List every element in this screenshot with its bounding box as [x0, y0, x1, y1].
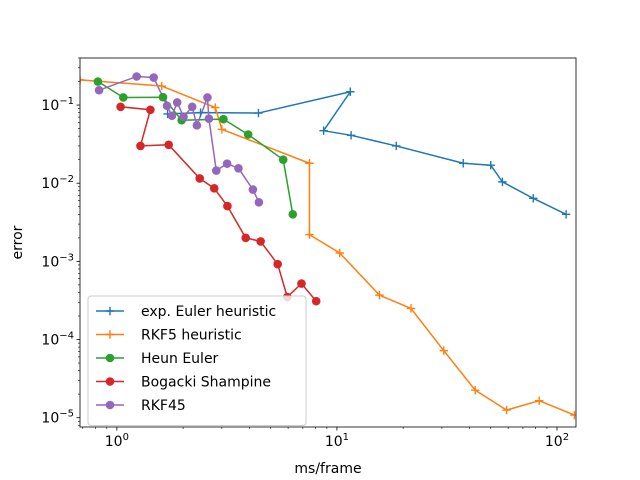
plot-markers-group — [80, 72, 576, 420]
data-point-s1-3 — [217, 125, 227, 134]
data-point-s1-11 — [502, 405, 511, 415]
legend-label-3: Bogacki Shampine — [141, 375, 271, 391]
data-point-s3-12 — [311, 296, 321, 306]
series-line-4 — [98, 75, 260, 203]
data-point-s4-4 — [167, 111, 177, 121]
data-point-s1-10 — [471, 385, 480, 395]
legend-swatch-marker-2 — [105, 353, 115, 363]
data-point-s0-2 — [254, 108, 263, 118]
data-point-s4-15 — [254, 197, 264, 207]
legend-label-0: exp. Euler heuristic — [141, 304, 276, 320]
data-point-s4-14 — [248, 185, 258, 194]
data-point-s2-1 — [119, 93, 128, 102]
data-point-s4-6 — [179, 112, 188, 121]
legend: exp. Euler heuristic RKF5 heuristic Heun E… — [87, 295, 307, 426]
data-point-s2-0 — [93, 77, 103, 86]
data-point-s2-7 — [288, 210, 298, 219]
data-point-s1-12 — [534, 396, 544, 405]
data-point-s1-8 — [406, 304, 416, 313]
data-point-s1-2 — [211, 103, 220, 112]
data-point-s3-8 — [256, 237, 265, 246]
data-point-s1-1 — [157, 81, 166, 91]
legend-swatch-marker-0 — [105, 306, 115, 316]
data-point-s3-2 — [136, 141, 145, 151]
series-line-0 — [167, 91, 567, 215]
data-point-s0-4 — [319, 126, 328, 135]
data-point-s4-2 — [149, 73, 158, 82]
y-axis-label: error — [10, 225, 26, 259]
legend-swatch-marker-4 — [105, 400, 115, 410]
data-point-s2-2 — [158, 92, 168, 102]
data-point-s2-4 — [219, 114, 228, 124]
legend-label-1: RKF5 heuristic — [141, 328, 242, 344]
data-point-s4-12 — [222, 159, 232, 168]
data-point-s4-11 — [211, 166, 221, 175]
data-point-s4-8 — [192, 121, 202, 130]
legend-swatch-marker-3 — [105, 377, 115, 386]
plot-frame — [79, 57, 577, 428]
data-point-s1-13 — [570, 410, 576, 420]
data-point-s1-5 — [305, 230, 314, 239]
data-point-s3-1 — [146, 105, 155, 115]
data-point-s0-5 — [346, 131, 356, 140]
data-point-s3-7 — [241, 233, 251, 243]
data-point-s4-9 — [203, 93, 212, 102]
data-point-s0-11 — [561, 210, 571, 219]
data-point-s4-10 — [204, 114, 214, 123]
legend-box — [87, 295, 307, 426]
data-point-s4-0 — [94, 85, 104, 95]
data-point-s3-5 — [209, 184, 219, 193]
data-point-s4-7 — [187, 102, 197, 112]
data-point-s0-7 — [459, 159, 468, 168]
legend-swatch-marker-1 — [105, 330, 115, 339]
data-point-s4-5 — [172, 98, 182, 107]
data-point-s2-6 — [278, 155, 288, 164]
data-point-s0-9 — [498, 177, 507, 187]
data-point-s2-5 — [243, 130, 253, 139]
x-axis-label: ms/frame — [294, 461, 361, 477]
series-line-2 — [97, 80, 294, 215]
data-point-s1-7 — [375, 290, 384, 300]
data-point-s3-11 — [297, 279, 306, 288]
data-point-s0-8 — [486, 161, 495, 170]
legend-label-4: RKF45 — [141, 398, 186, 414]
data-point-s3-0 — [116, 102, 125, 112]
data-point-s0-3 — [346, 87, 355, 96]
data-point-s3-6 — [223, 201, 232, 211]
data-point-s0-1 — [196, 108, 205, 117]
data-point-s1-4 — [305, 159, 314, 168]
data-point-s3-3 — [164, 140, 173, 150]
data-point-s1-6 — [335, 248, 344, 258]
series-line-1 — [80, 79, 575, 416]
data-point-s0-10 — [529, 194, 538, 203]
data-point-s4-3 — [162, 101, 172, 111]
data-point-s1-0 — [80, 75, 85, 85]
data-point-s3-9 — [273, 259, 282, 269]
data-point-s0-6 — [392, 141, 401, 151]
data-point-s1-9 — [439, 346, 449, 355]
data-point-s3-4 — [195, 174, 205, 183]
data-point-s4-13 — [234, 164, 243, 173]
legend-label-2: Heun Euler — [141, 351, 219, 367]
data-point-s4-1 — [132, 72, 141, 81]
